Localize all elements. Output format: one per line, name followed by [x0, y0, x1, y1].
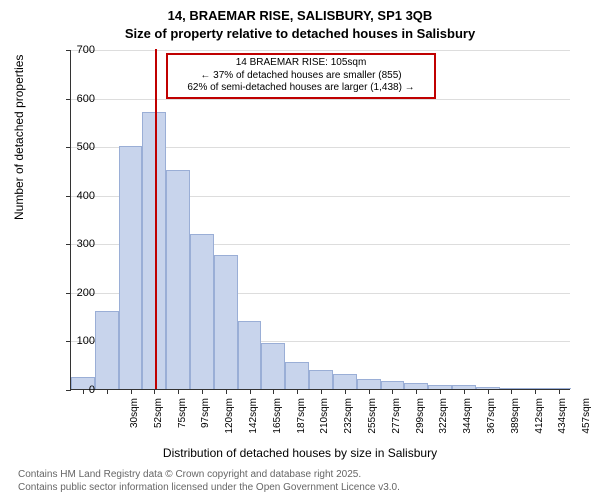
- histogram-bar: [214, 255, 238, 389]
- histogram-bar: [309, 370, 333, 389]
- ytick-mark: [66, 196, 71, 197]
- xtick-label: 322sqm: [438, 398, 449, 448]
- xtick-mark: [321, 389, 322, 394]
- xtick-label: 52sqm: [153, 398, 164, 448]
- marker-line: [155, 49, 157, 389]
- xtick-label: 434sqm: [557, 398, 568, 448]
- histogram-bar: [285, 362, 309, 389]
- xtick-mark: [535, 389, 536, 394]
- chart-title-line2: Size of property relative to detached ho…: [0, 26, 600, 41]
- ytick-label: 100: [77, 335, 95, 347]
- gridline: [71, 99, 570, 100]
- histogram-bar: [357, 379, 381, 389]
- gridline: [71, 50, 570, 51]
- xtick-label: 389sqm: [510, 398, 521, 448]
- xtick-label: 187sqm: [296, 398, 307, 448]
- ytick-label: 400: [77, 190, 95, 202]
- xtick-mark: [511, 389, 512, 394]
- histogram-bar: [261, 343, 285, 389]
- xtick-label: 142sqm: [248, 398, 259, 448]
- annotation-line1: 14 BRAEMAR RISE: 105sqm: [174, 57, 428, 70]
- plot-area: 14 BRAEMAR RISE: 105sqm ← 37% of detache…: [70, 50, 570, 390]
- ytick-label: 700: [77, 44, 95, 56]
- xtick-mark: [488, 389, 489, 394]
- xtick-label: 75sqm: [177, 398, 188, 448]
- xtick-mark: [202, 389, 203, 394]
- ytick-label: 0: [89, 384, 95, 396]
- ytick-label: 300: [77, 238, 95, 250]
- xtick-label: 412sqm: [534, 398, 545, 448]
- xtick-mark: [226, 389, 227, 394]
- xtick-label: 120sqm: [224, 398, 235, 448]
- xtick-label: 299sqm: [415, 398, 426, 448]
- xtick-label: 165sqm: [272, 398, 283, 448]
- xtick-mark: [83, 389, 84, 394]
- histogram-bar: [381, 381, 405, 389]
- histogram-bar: [238, 321, 262, 389]
- xtick-label: 232sqm: [343, 398, 354, 448]
- xtick-mark: [131, 389, 132, 394]
- footer-credits: Contains HM Land Registry data © Crown c…: [18, 468, 400, 494]
- xtick-label: 97sqm: [200, 398, 211, 448]
- xtick-mark: [345, 389, 346, 394]
- xtick-mark: [559, 389, 560, 394]
- ytick-label: 600: [77, 93, 95, 105]
- xtick-mark: [250, 389, 251, 394]
- y-axis-label: Number of detached properties: [12, 55, 26, 220]
- ytick-mark: [66, 50, 71, 51]
- annotation-line3: 62% of semi-detached houses are larger (…: [174, 82, 428, 95]
- xtick-label: 344sqm: [462, 398, 473, 448]
- xtick-label: 277sqm: [391, 398, 402, 448]
- ytick-mark: [66, 293, 71, 294]
- histogram-bar: [166, 170, 190, 389]
- xtick-mark: [416, 389, 417, 394]
- xtick-label: 457sqm: [581, 398, 592, 448]
- xtick-mark: [440, 389, 441, 394]
- xtick-label: 367sqm: [486, 398, 497, 448]
- annotation-line2: ← 37% of detached houses are smaller (85…: [174, 70, 428, 83]
- xtick-mark: [107, 389, 108, 394]
- chart-title-line1: 14, BRAEMAR RISE, SALISBURY, SP1 3QB: [0, 8, 600, 23]
- footer-line2: Contains public sector information licen…: [18, 481, 400, 494]
- ytick-label: 200: [77, 287, 95, 299]
- xtick-mark: [297, 389, 298, 394]
- xtick-mark: [369, 389, 370, 394]
- ytick-label: 500: [77, 141, 95, 153]
- ytick-mark: [66, 341, 71, 342]
- histogram-bar: [190, 234, 214, 389]
- chart-container: 14, BRAEMAR RISE, SALISBURY, SP1 3QB Siz…: [0, 0, 600, 500]
- xtick-mark: [392, 389, 393, 394]
- xtick-label: 210sqm: [319, 398, 330, 448]
- histogram-bar: [95, 311, 119, 389]
- ytick-mark: [66, 390, 71, 391]
- annotation-box: 14 BRAEMAR RISE: 105sqm ← 37% of detache…: [166, 53, 436, 99]
- histogram-bar: [333, 374, 357, 389]
- xtick-mark: [178, 389, 179, 394]
- xtick-label: 30sqm: [129, 398, 140, 448]
- ytick-mark: [66, 244, 71, 245]
- histogram-bar: [119, 146, 143, 389]
- xtick-mark: [273, 389, 274, 394]
- ytick-mark: [66, 147, 71, 148]
- footer-line1: Contains HM Land Registry data © Crown c…: [18, 468, 400, 481]
- ytick-mark: [66, 99, 71, 100]
- xtick-label: 255sqm: [367, 398, 378, 448]
- xtick-mark: [464, 389, 465, 394]
- x-axis-label: Distribution of detached houses by size …: [0, 446, 600, 460]
- xtick-mark: [154, 389, 155, 394]
